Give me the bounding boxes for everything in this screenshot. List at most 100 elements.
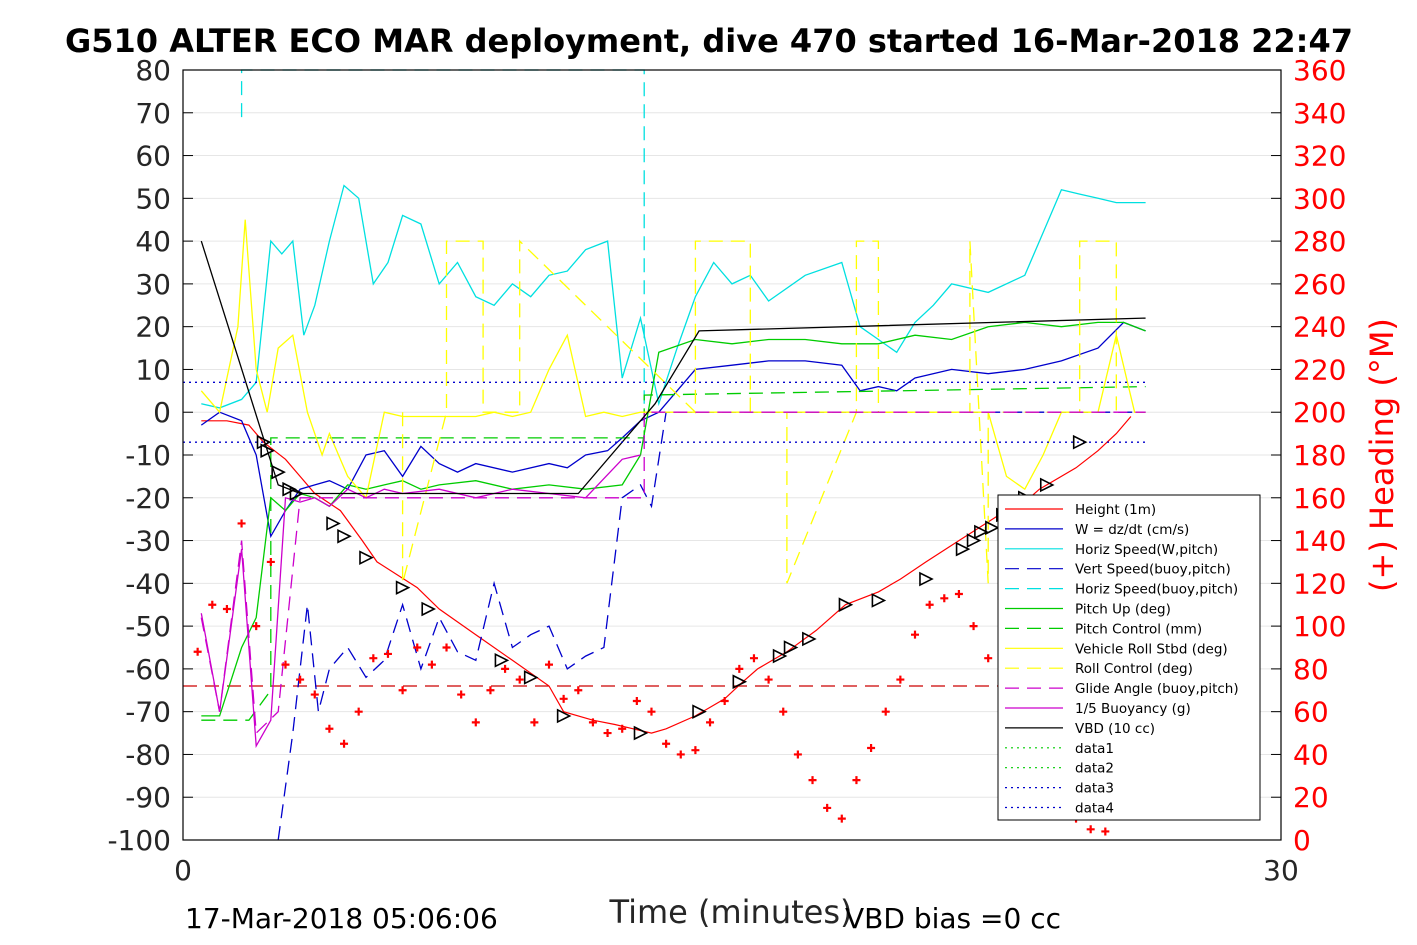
series-vert-speed-buoy-pitch [277,411,1146,841]
triangle-marker [556,708,572,724]
heading-point [896,675,905,684]
y2-tick-label: 20 [1293,781,1329,814]
y-tick-label: 60 [135,140,171,173]
heading-point [823,803,832,812]
heading-point [867,744,876,753]
heading-point [281,660,290,669]
y2-tick-label: 360 [1293,54,1346,87]
legend-label: 1/5 Buoyancy (g) [1075,701,1191,717]
y2-tick-label: 300 [1293,182,1346,215]
series-vehicle-roll-stbd-deg [200,219,1146,500]
legend: Height (1m) W = dz/dt (cm/s) Horiz Speed(W… [997,494,1261,821]
triangle-marker [919,571,934,587]
triangle-marker [966,533,982,548]
heading-point [252,622,261,631]
heading-point [413,643,422,652]
y-tick-label: -30 [125,525,171,558]
y-tick-label: 80 [135,54,171,87]
heading-point [545,660,553,669]
heading-point [969,622,978,631]
heading-point [1101,827,1110,836]
legend-label: data2 [1075,761,1114,777]
y2-tick-label: 140 [1293,525,1346,558]
footer-timestamp: 17-Mar-2018 05:06:06 [185,902,498,935]
triangle-marker [271,464,286,480]
y2-tick-label: 80 [1293,653,1329,686]
y2-tick-label: 200 [1293,396,1346,429]
legend-label: Roll Control (deg) [1075,661,1193,677]
x-tick-label: 30 [1263,854,1299,887]
triangle-marker [337,528,352,544]
heading-point [588,718,597,727]
heading-point [691,746,700,755]
y2-tick-label: 60 [1293,696,1329,729]
legend-label: data1 [1075,741,1114,757]
y-tick-label: 10 [135,353,171,386]
heading-point [471,718,480,727]
y-tick-label: 0 [153,396,171,429]
heading-point [984,654,993,663]
triangle-marker [692,704,707,719]
triangle-marker [523,670,539,685]
heading-point [837,814,846,823]
series-horiz-speed-buoy-pitch [240,69,645,404]
triangle-marker [783,640,799,655]
triangle-marker [289,486,305,501]
legend-label: data3 [1075,781,1114,797]
legend-label: W = dz/dt (cm/s) [1075,522,1189,538]
y2-axis-label: (+) Heading (°M) [1363,318,1401,592]
triangle-marker [1039,477,1055,493]
heading-point [340,739,349,748]
heading-point [369,654,378,663]
legend-label: Vert Speed(buoy,pitch) [1075,562,1231,578]
y-tick-label: -60 [125,653,171,686]
triangle-marker [395,580,411,595]
heading-point [749,654,758,663]
heading-point [779,707,788,716]
series-layer [183,69,1146,841]
y2-tick-label: 240 [1293,311,1346,344]
legend-label: Height (1m) [1075,502,1156,518]
y2-tick-label: 40 [1293,738,1329,771]
y-tick-label: -100 [107,824,171,857]
triangle-marker [772,648,788,664]
triangle-markers-layer [256,434,1088,741]
series-glide-angle-buoy-pitch [200,411,1146,735]
heading-point [486,686,495,695]
heading-point [676,750,685,759]
heading-point [881,707,890,716]
y-tick-label: -90 [125,781,171,814]
legend-label: data4 [1075,801,1114,817]
triangle-marker [1072,434,1088,450]
x-axis-label: Time (minutes) [609,893,853,931]
series-1-5-buoyancy-g [200,454,641,749]
heading-point [911,630,919,639]
y-tick-label: -80 [125,738,171,771]
triangle-marker [871,593,887,608]
y2-tick-label: 320 [1293,140,1346,173]
heading-point [632,696,641,705]
heading-point [720,696,729,705]
heading-point [852,776,861,785]
y2-tick-label: 340 [1293,97,1346,130]
heading-point [383,649,392,658]
heading-point [808,776,817,785]
x-axis-ticks: 0 30 [174,830,1299,887]
triangle-marker [985,520,1000,536]
heading-point [310,690,319,699]
y-tick-label: -40 [125,567,171,600]
chart-title: G510 ALTER ECO MAR deployment, dive 470 … [65,22,1353,60]
triangle-marker [282,481,297,497]
heading-point [574,686,583,695]
heading-point [647,707,656,716]
heading-point [735,664,744,673]
y2-tick-label: 260 [1293,268,1346,301]
heading-point [325,724,334,733]
heading-point [662,739,671,748]
triangle-marker [732,674,748,690]
heading-point [442,643,451,652]
heading-point [266,557,275,566]
heading-point [925,600,934,609]
heading-point [398,686,407,695]
heading-point [530,718,539,727]
